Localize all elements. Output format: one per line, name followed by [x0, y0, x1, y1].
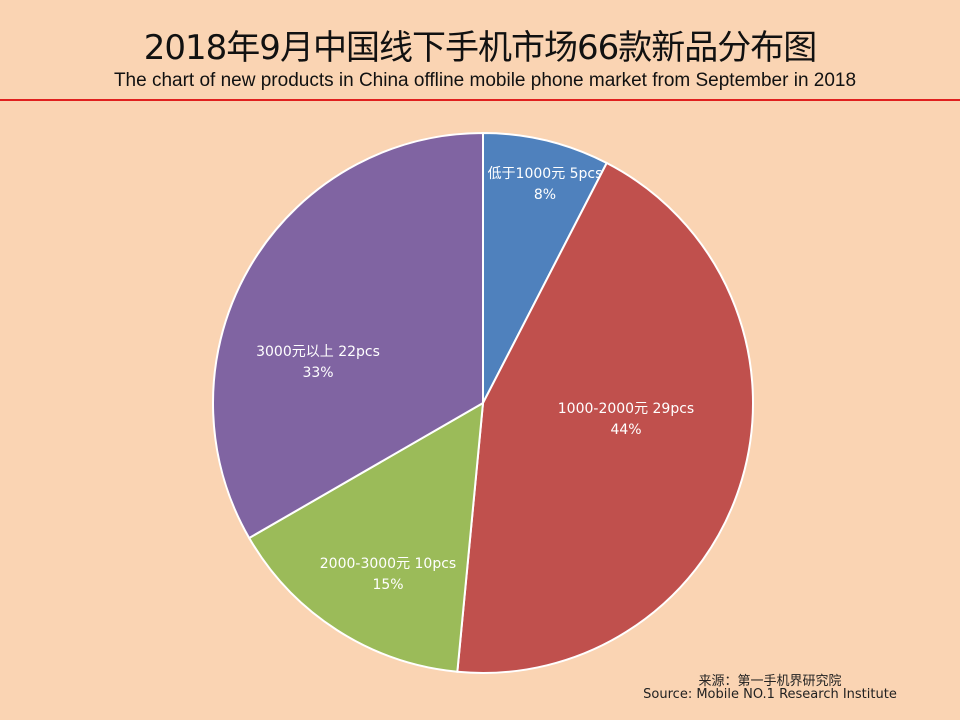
- pie-slice: [482, 131, 609, 404]
- source-en: Source: Mobile NO.1 Research Institute: [643, 687, 897, 702]
- pie-slice: [247, 401, 485, 673]
- slice-label: 2000-3000元 10pcs: [320, 556, 456, 572]
- chart-title: 2018年9月中国线下手机市场66款新品分布图: [143, 28, 817, 68]
- source-cn: 来源：第一手机界研究院: [698, 674, 842, 689]
- slice-label: 1000-2000元 29pcs: [558, 401, 694, 417]
- slice-percent: 8%: [534, 187, 556, 203]
- chart-subtitle: The chart of new products in China offli…: [113, 70, 857, 91]
- slice-percent: 15%: [372, 577, 403, 593]
- pie-slice: [212, 131, 484, 540]
- title-divider: [0, 99, 960, 101]
- slice-percent: 33%: [302, 365, 333, 381]
- pie-slice: [456, 161, 754, 674]
- slice-label: 3000元以上 22pcs: [256, 344, 380, 360]
- slice-label: 低于1000元 5pcs: [488, 166, 603, 182]
- slice-percent: 44%: [610, 422, 641, 438]
